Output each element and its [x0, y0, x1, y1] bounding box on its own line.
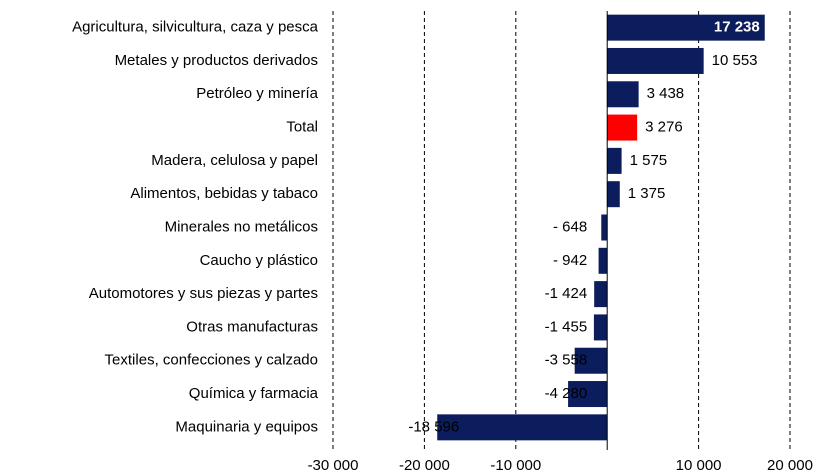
- value-label: -18 596: [408, 418, 459, 435]
- x-tick-label: -20 000: [399, 457, 450, 474]
- category-label: Agricultura, silvicultura, caza y pesca: [72, 19, 319, 36]
- bar: [607, 114, 638, 141]
- category-label: Textiles, confecciones y calzado: [105, 352, 318, 369]
- x-tick-label: -30 000: [308, 457, 359, 474]
- bar: [598, 247, 608, 274]
- bar: [607, 81, 639, 108]
- value-label: -4 280: [545, 385, 588, 402]
- value-label: 1 575: [630, 152, 668, 169]
- bar: [607, 147, 622, 174]
- value-label: - 648: [553, 218, 587, 235]
- x-tick-label: -10 000: [490, 457, 541, 474]
- category-label: Metales y productos derivados: [115, 52, 318, 69]
- value-label: -1 424: [545, 285, 588, 302]
- value-label: -1 455: [545, 318, 588, 335]
- value-label: 10 553: [712, 52, 758, 69]
- x-tick-label: 20 000: [767, 457, 813, 474]
- category-label: Minerales no metálicos: [165, 218, 318, 235]
- category-label: Caucho y plástico: [200, 252, 318, 269]
- category-label: Petróleo y minería: [196, 85, 318, 102]
- bar: [568, 381, 608, 408]
- value-label: 3 438: [647, 85, 685, 102]
- bar: [607, 14, 765, 41]
- bar: [601, 214, 608, 241]
- value-label: 17 238: [714, 19, 760, 36]
- category-label: Automotores y sus piezas y partes: [89, 285, 318, 302]
- bar: [574, 347, 608, 374]
- category-label: Otras manufacturas: [186, 318, 318, 335]
- bar: [594, 281, 608, 308]
- value-label: - 942: [553, 252, 587, 269]
- value-label: -3 558: [545, 352, 588, 369]
- category-label: Total: [286, 119, 318, 136]
- category-label: Química y farmacia: [189, 385, 319, 402]
- category-label: Madera, celulosa y papel: [151, 152, 318, 169]
- category-label: Maquinaria y equipos: [175, 418, 318, 435]
- bar: [607, 47, 704, 74]
- bar: [593, 314, 608, 341]
- category-label: Alimentos, bebidas y tabaco: [130, 185, 318, 202]
- x-tick-label: 10 000: [676, 457, 722, 474]
- bar: [607, 181, 620, 208]
- value-label: 3 276: [645, 119, 683, 136]
- bar: [437, 414, 608, 441]
- value-label: 1 375: [628, 185, 666, 202]
